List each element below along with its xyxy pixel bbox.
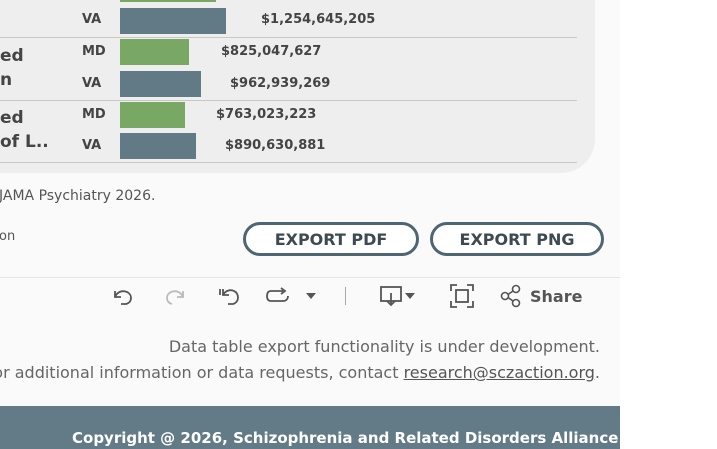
chevron-down-icon: [306, 293, 316, 299]
share-button[interactable]: Share: [500, 283, 582, 309]
toolbar-separator: [345, 283, 346, 309]
fullscreen-button[interactable]: [449, 283, 475, 309]
chevron-down-icon: [405, 293, 415, 299]
revert-button[interactable]: [217, 283, 243, 309]
dashboard-panel: VA $1,254,645,205 ed n MD $825,047,627 V…: [0, 0, 620, 449]
state-label-md-row2: MD: [82, 107, 106, 122]
export-png-button[interactable]: EXPORT PNG: [430, 222, 604, 256]
undo-icon: [114, 290, 132, 305]
source-citation: JAMA Psychiatry 2026.: [0, 188, 156, 204]
share-icon: [500, 284, 521, 308]
row-divider: [0, 37, 577, 38]
value-va-row2: $890,630,881: [225, 138, 326, 153]
bar-md-row0[interactable]: [120, 0, 216, 2]
value-md-row2: $763,023,223: [216, 107, 317, 122]
refresh-dropdown-button[interactable]: [305, 283, 317, 309]
bar-md-row1[interactable]: [120, 39, 189, 65]
share-label: Share: [530, 286, 583, 306]
state-label-va-row1: VA: [82, 76, 102, 91]
state-label-va-row0: VA: [82, 12, 102, 27]
value-md-row1: $825,047,627: [221, 44, 322, 59]
refresh-icon: [266, 287, 289, 302]
bar-va-row0[interactable]: [120, 8, 226, 34]
export-pdf-button[interactable]: EXPORT PDF: [243, 222, 419, 256]
fullscreen-icon: [450, 284, 474, 308]
revert-icon: [219, 289, 239, 305]
row-label-line1: ed: [0, 46, 24, 66]
value-va-row1: $962,939,269: [230, 76, 331, 91]
bar-va-row2[interactable]: [120, 133, 196, 159]
state-label-va-row2: VA: [82, 138, 102, 153]
row-divider: [0, 100, 577, 101]
chart-card: [0, 0, 595, 173]
export-note: Data table export functionality is under…: [168, 337, 600, 356]
redo-icon: [166, 290, 184, 305]
bar-md-row2[interactable]: [120, 102, 185, 128]
row-label-line2: of L..: [0, 132, 49, 152]
value-va-row0: $1,254,645,205: [261, 12, 376, 27]
footer: Copyright @ 2026, Schizophrenia and Rela…: [0, 406, 620, 449]
source-text-fragment: on: [0, 229, 16, 244]
redo-button[interactable]: [162, 283, 188, 309]
toolbar-divider: [0, 277, 620, 278]
refresh-button[interactable]: [265, 283, 293, 309]
contact-note: For additional information or data reque…: [0, 363, 600, 382]
contact-prefix: For additional information or data reque…: [0, 363, 404, 382]
state-label-md-row1: MD: [82, 44, 106, 59]
download-button[interactable]: [378, 283, 416, 309]
row-label-line1: ed: [0, 108, 24, 128]
contact-suffix: .: [594, 363, 600, 382]
footer-copyright: Copyright @ 2026, Schizophrenia and Rela…: [72, 429, 620, 447]
row-label-line2: n: [0, 70, 13, 90]
bar-va-row1[interactable]: [120, 71, 201, 97]
contact-email-link[interactable]: research@sczaction.org: [403, 363, 595, 382]
row-divider: [0, 162, 577, 163]
download-icon: [380, 286, 402, 307]
undo-button[interactable]: [110, 283, 136, 309]
